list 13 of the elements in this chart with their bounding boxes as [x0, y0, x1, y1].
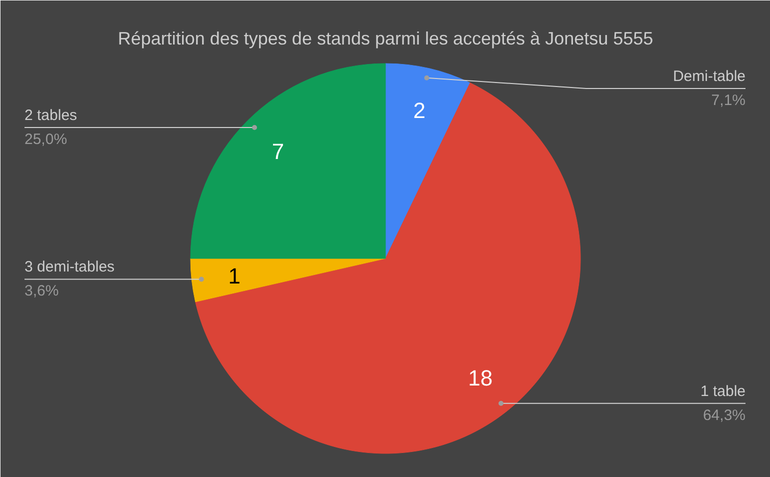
data-label: 7	[272, 138, 284, 164]
slice-label: 2 tables	[24, 107, 78, 124]
text: 7,1%	[711, 92, 746, 109]
data-label: 1	[228, 264, 240, 289]
chart-title: Répartition des types de stands parmi les acceptés à Jonetsu 5555	[118, 28, 654, 48]
slice-label: Demi-table	[672, 68, 746, 85]
text: 3,6%	[24, 282, 59, 300]
data-label: 18	[468, 365, 493, 390]
data-label: 2	[413, 98, 426, 124]
slice-label: 3 demi-tables	[24, 258, 115, 276]
text: 64,3%	[702, 406, 746, 424]
text: 25,0%	[24, 131, 68, 148]
slice-label: 1 table	[700, 382, 746, 400]
